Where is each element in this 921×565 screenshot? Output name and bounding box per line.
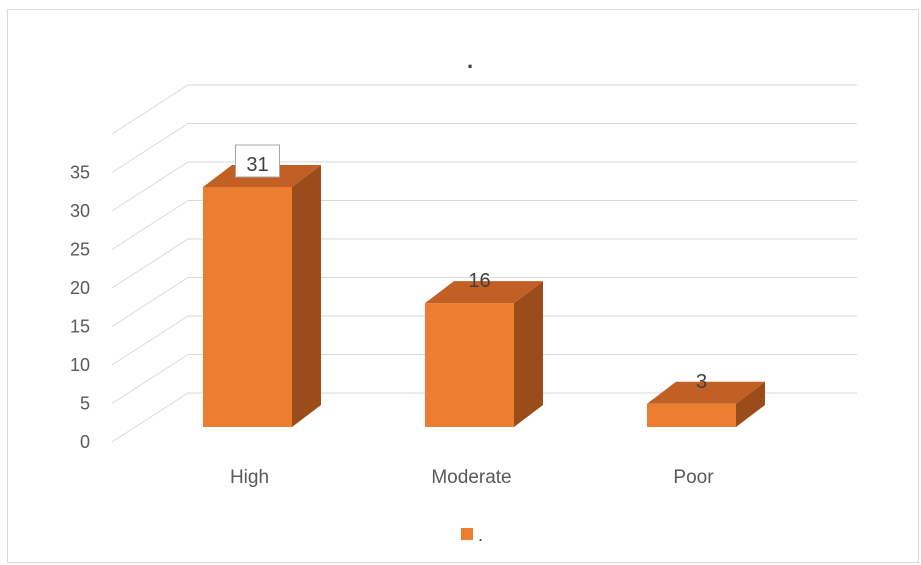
- y-tick-label: 25: [70, 240, 90, 260]
- bar-front: [647, 403, 736, 427]
- gridline: [111, 200, 857, 250]
- bar-front: [425, 303, 514, 427]
- y-tick-label: 20: [70, 278, 90, 298]
- bar-side: [736, 381, 765, 427]
- data-label: 16: [468, 270, 490, 292]
- data-label: 3: [696, 371, 707, 393]
- bar-poor: 3: [647, 371, 765, 427]
- x-tick-label: Moderate: [431, 467, 511, 488]
- gridline: [111, 392, 857, 443]
- x-tick-label: Poor: [673, 467, 714, 488]
- x-tick-label: High: [230, 467, 269, 488]
- y-tick-label: 35: [70, 163, 90, 183]
- gridline: [111, 238, 857, 289]
- y-tick-label: 10: [70, 355, 90, 375]
- gridline: [111, 315, 857, 366]
- gridlines: [111, 84, 857, 443]
- gridline: [111, 123, 857, 173]
- legend-label: .: [478, 525, 483, 545]
- bar-side: [514, 281, 543, 427]
- bar-front: [203, 187, 292, 427]
- gridline: [111, 354, 857, 404]
- y-tick-label: 5: [80, 394, 90, 414]
- data-label: 31: [246, 154, 268, 176]
- bar-top: [647, 381, 765, 404]
- bar-side: [292, 165, 321, 427]
- y-tick-label: 15: [70, 317, 90, 337]
- legend: .: [461, 525, 483, 545]
- legend-swatch: [461, 528, 473, 540]
- bar-top: [425, 281, 543, 304]
- x-axis: High Moderate Poor: [230, 467, 714, 488]
- gridline: [111, 161, 857, 212]
- y-tick-label: 0: [80, 432, 90, 452]
- bar-high: 31: [203, 144, 321, 427]
- gridline: [111, 84, 857, 135]
- gridline: [111, 277, 857, 327]
- y-axis: 0 5 10 15 20 25 30 35: [70, 163, 90, 453]
- data-label-box: [235, 144, 280, 178]
- bar-moderate: 16: [425, 270, 543, 427]
- bars: 31 16 3: [203, 144, 765, 427]
- y-tick-label: 30: [70, 201, 90, 221]
- chart-title: .: [467, 48, 473, 73]
